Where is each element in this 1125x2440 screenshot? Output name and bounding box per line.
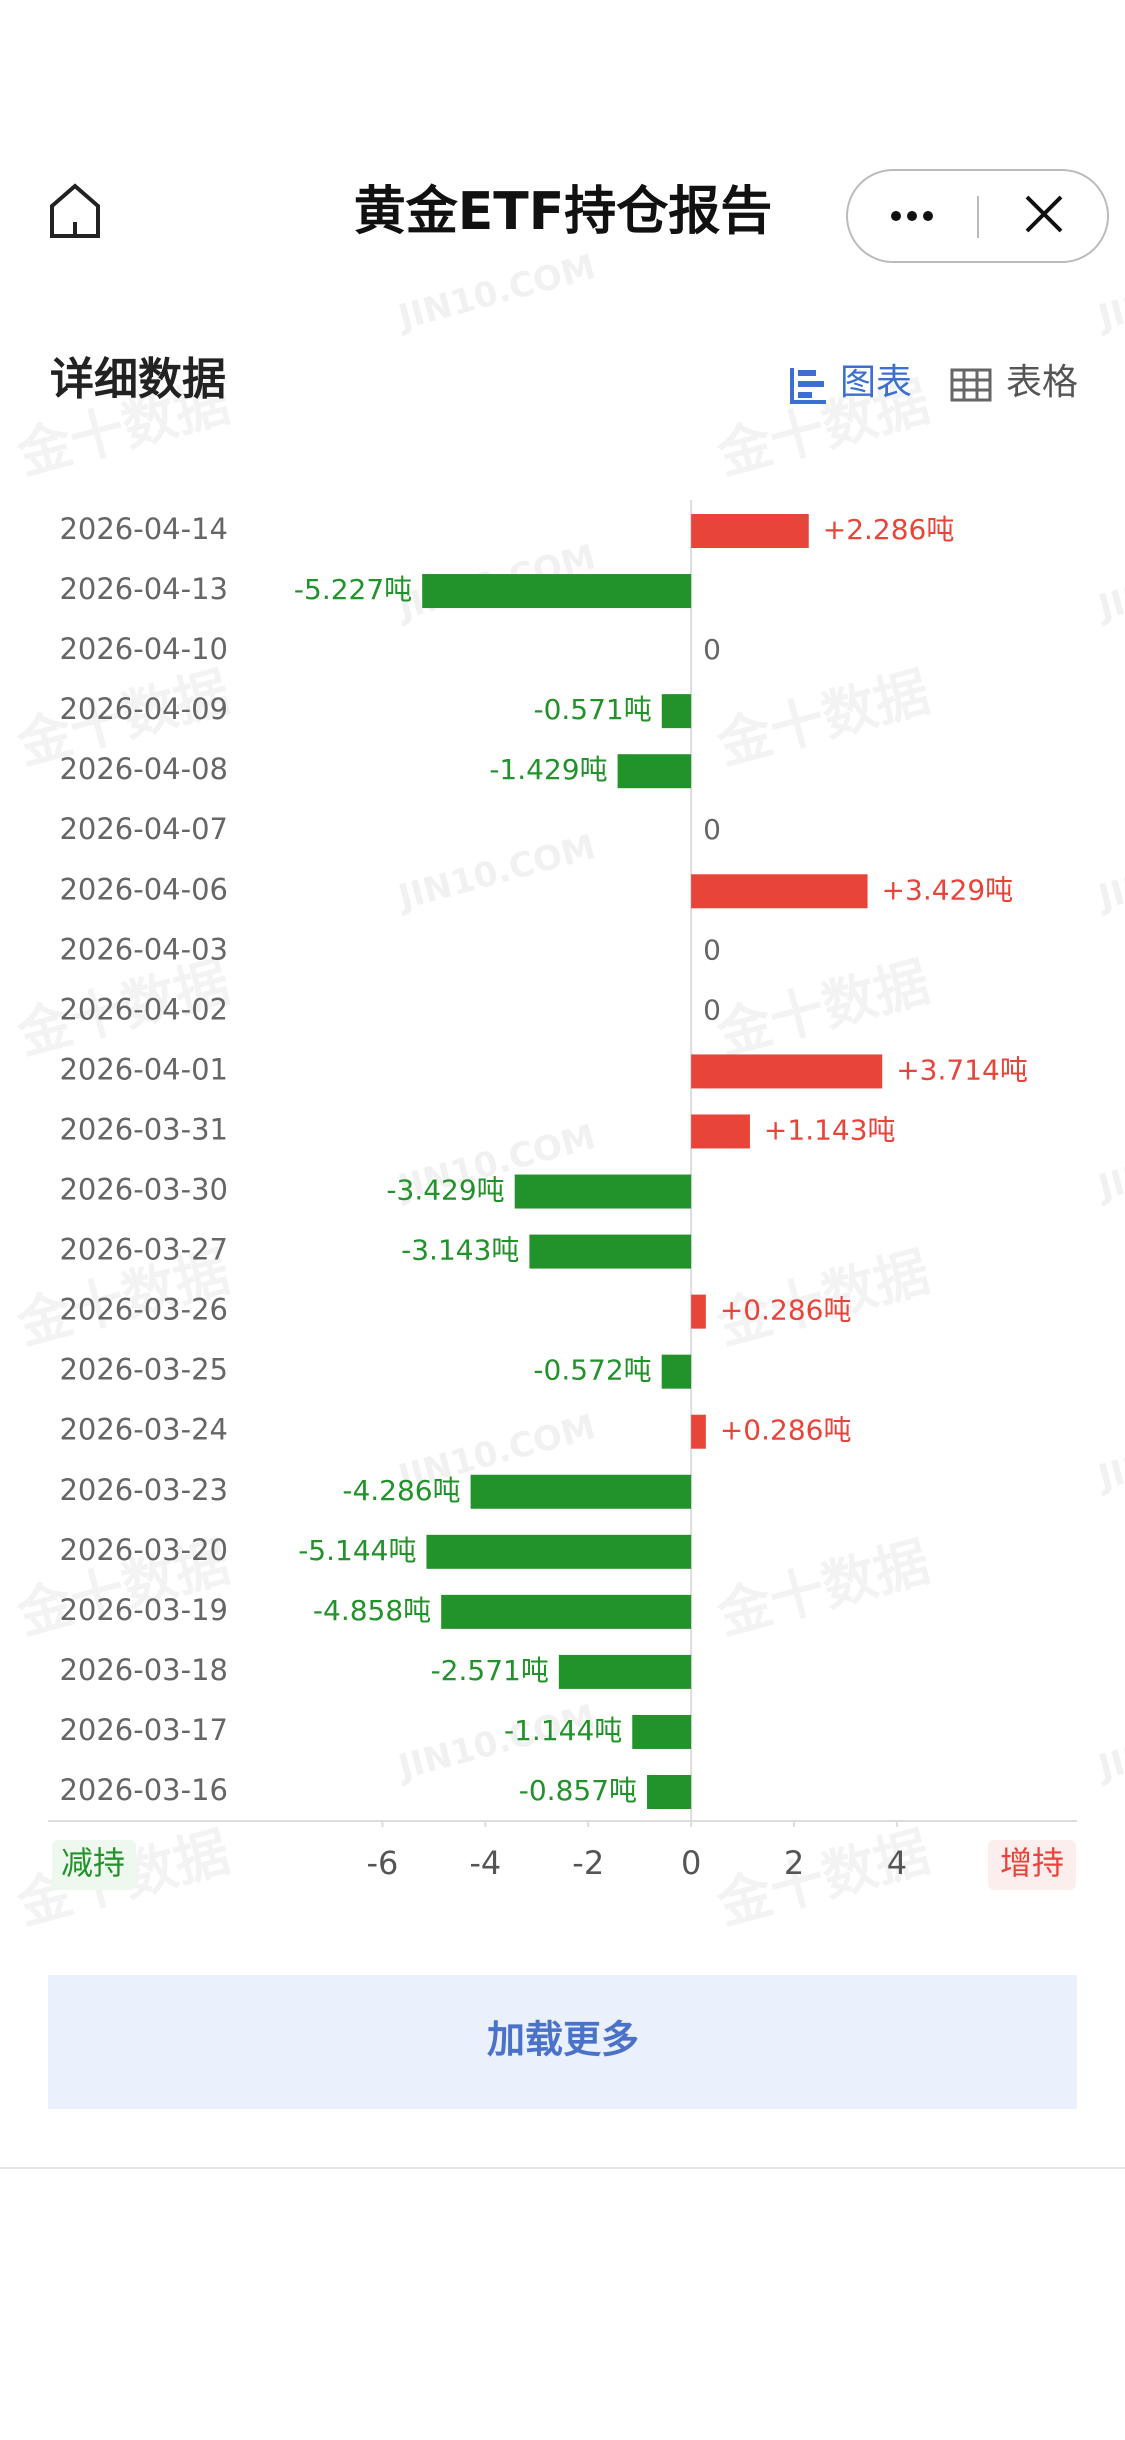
x-tick-label: -6 (366, 1844, 398, 1882)
x-tick-label: 0 (681, 1844, 701, 1882)
positive-label: 增持 (1000, 1844, 1064, 1882)
bar (529, 1234, 692, 1269)
pos-label-bg (988, 1840, 1076, 1890)
bar (691, 514, 809, 548)
value-label: +3.429吨 (882, 873, 1014, 906)
value-label: +3.714吨 (896, 1053, 1028, 1086)
bar (470, 1474, 692, 1509)
bar (558, 1654, 692, 1689)
value-label: 0 (703, 813, 721, 846)
bar (426, 1534, 692, 1569)
bar (691, 1054, 883, 1089)
more-button[interactable] (891, 211, 933, 221)
value-label: +2.286吨 (823, 513, 955, 546)
y-tick-label: 2026-03-18 (59, 1653, 228, 1687)
y-tick-label: 2026-04-09 (59, 692, 228, 726)
bar (691, 1414, 706, 1449)
y-tick-label: 2026-04-02 (59, 992, 228, 1026)
load-more-bg[interactable] (48, 1975, 1077, 2109)
y-tick-label: 2026-03-31 (59, 1112, 228, 1146)
x-tick-label: 2 (784, 1844, 804, 1882)
y-tick-label: 2026-03-25 (59, 1353, 228, 1387)
section-title: 详细数据 (50, 354, 226, 405)
tab-chart[interactable]: 图表 (840, 362, 912, 403)
value-label: -2.571吨 (431, 1654, 549, 1687)
value-label: -0.857吨 (519, 1774, 637, 1807)
x-tick-label: -4 (469, 1844, 501, 1882)
value-label: +0.286吨 (720, 1294, 852, 1327)
value-label: 0 (703, 993, 721, 1026)
bar (647, 1775, 692, 1809)
load-more[interactable]: 加载更多 (487, 2018, 639, 2062)
value-label: +0.286吨 (720, 1414, 852, 1447)
value-label: -1.144吨 (504, 1714, 622, 1747)
y-tick-label: 2026-03-19 (59, 1593, 228, 1627)
chart: -6 -4 -2 0 2 4 减持 增持 2026-04-14 +2.286吨 2026-04-13… (48, 500, 1077, 1890)
bar (661, 1354, 692, 1389)
bar (422, 574, 692, 609)
bar (632, 1714, 692, 1749)
y-tick-label: 2026-04-06 (59, 872, 228, 906)
y-tick-label: 2026-04-14 (59, 512, 228, 546)
x-tick-label: -2 (572, 1844, 604, 1882)
value-label: -0.572吨 (533, 1354, 651, 1387)
y-tick-label: 2026-04-07 (59, 812, 228, 846)
value-label: 0 (703, 633, 721, 666)
neg-label-bg (52, 1840, 136, 1890)
value-label: -3.429吨 (386, 1174, 504, 1207)
bar (691, 1114, 750, 1149)
page-title: 黄金ETF持仓报告 (354, 182, 773, 242)
y-tick-label: 2026-03-20 (59, 1533, 228, 1567)
tab-table[interactable]: 表格 (1006, 362, 1078, 403)
table-icon[interactable] (950, 368, 992, 402)
y-tick-label: 2026-03-27 (59, 1233, 228, 1267)
value-label: +1.143吨 (764, 1113, 896, 1146)
value-label: -4.858吨 (313, 1594, 431, 1627)
y-tick-label: 2026-03-16 (59, 1773, 228, 1807)
value-label: 0 (703, 933, 721, 966)
value-label: -5.227吨 (294, 573, 412, 606)
y-tick-label: 2026-04-08 (59, 752, 228, 786)
home-button[interactable] (50, 183, 100, 238)
bar (691, 1294, 706, 1329)
bar (441, 1594, 692, 1629)
y-tick-label: 2026-03-26 (59, 1293, 228, 1327)
close-button[interactable] (1025, 195, 1063, 233)
chart-icon[interactable] (790, 368, 826, 404)
value-label: -5.144吨 (298, 1534, 416, 1567)
y-tick-label: 2026-04-01 (59, 1052, 228, 1086)
bar (617, 754, 692, 789)
y-tick-label: 2026-04-13 (59, 572, 228, 606)
value-label: -1.429吨 (489, 753, 607, 786)
y-tick-label: 2026-04-03 (59, 932, 228, 966)
bar (661, 694, 692, 729)
value-label: -0.571吨 (533, 693, 651, 726)
bar (691, 874, 868, 909)
y-tick-label: 2026-03-17 (59, 1713, 228, 1747)
negative-label: 减持 (61, 1844, 125, 1882)
value-label: -3.143吨 (401, 1234, 519, 1267)
x-tick-label: 4 (887, 1844, 907, 1882)
bar (514, 1174, 692, 1209)
value-label: -4.286吨 (342, 1474, 460, 1507)
y-tick-label: 2026-03-30 (59, 1173, 228, 1207)
y-tick-label: 2026-03-23 (59, 1473, 228, 1507)
y-tick-label: 2026-03-24 (59, 1413, 228, 1447)
y-tick-label: 2026-04-10 (59, 632, 228, 666)
